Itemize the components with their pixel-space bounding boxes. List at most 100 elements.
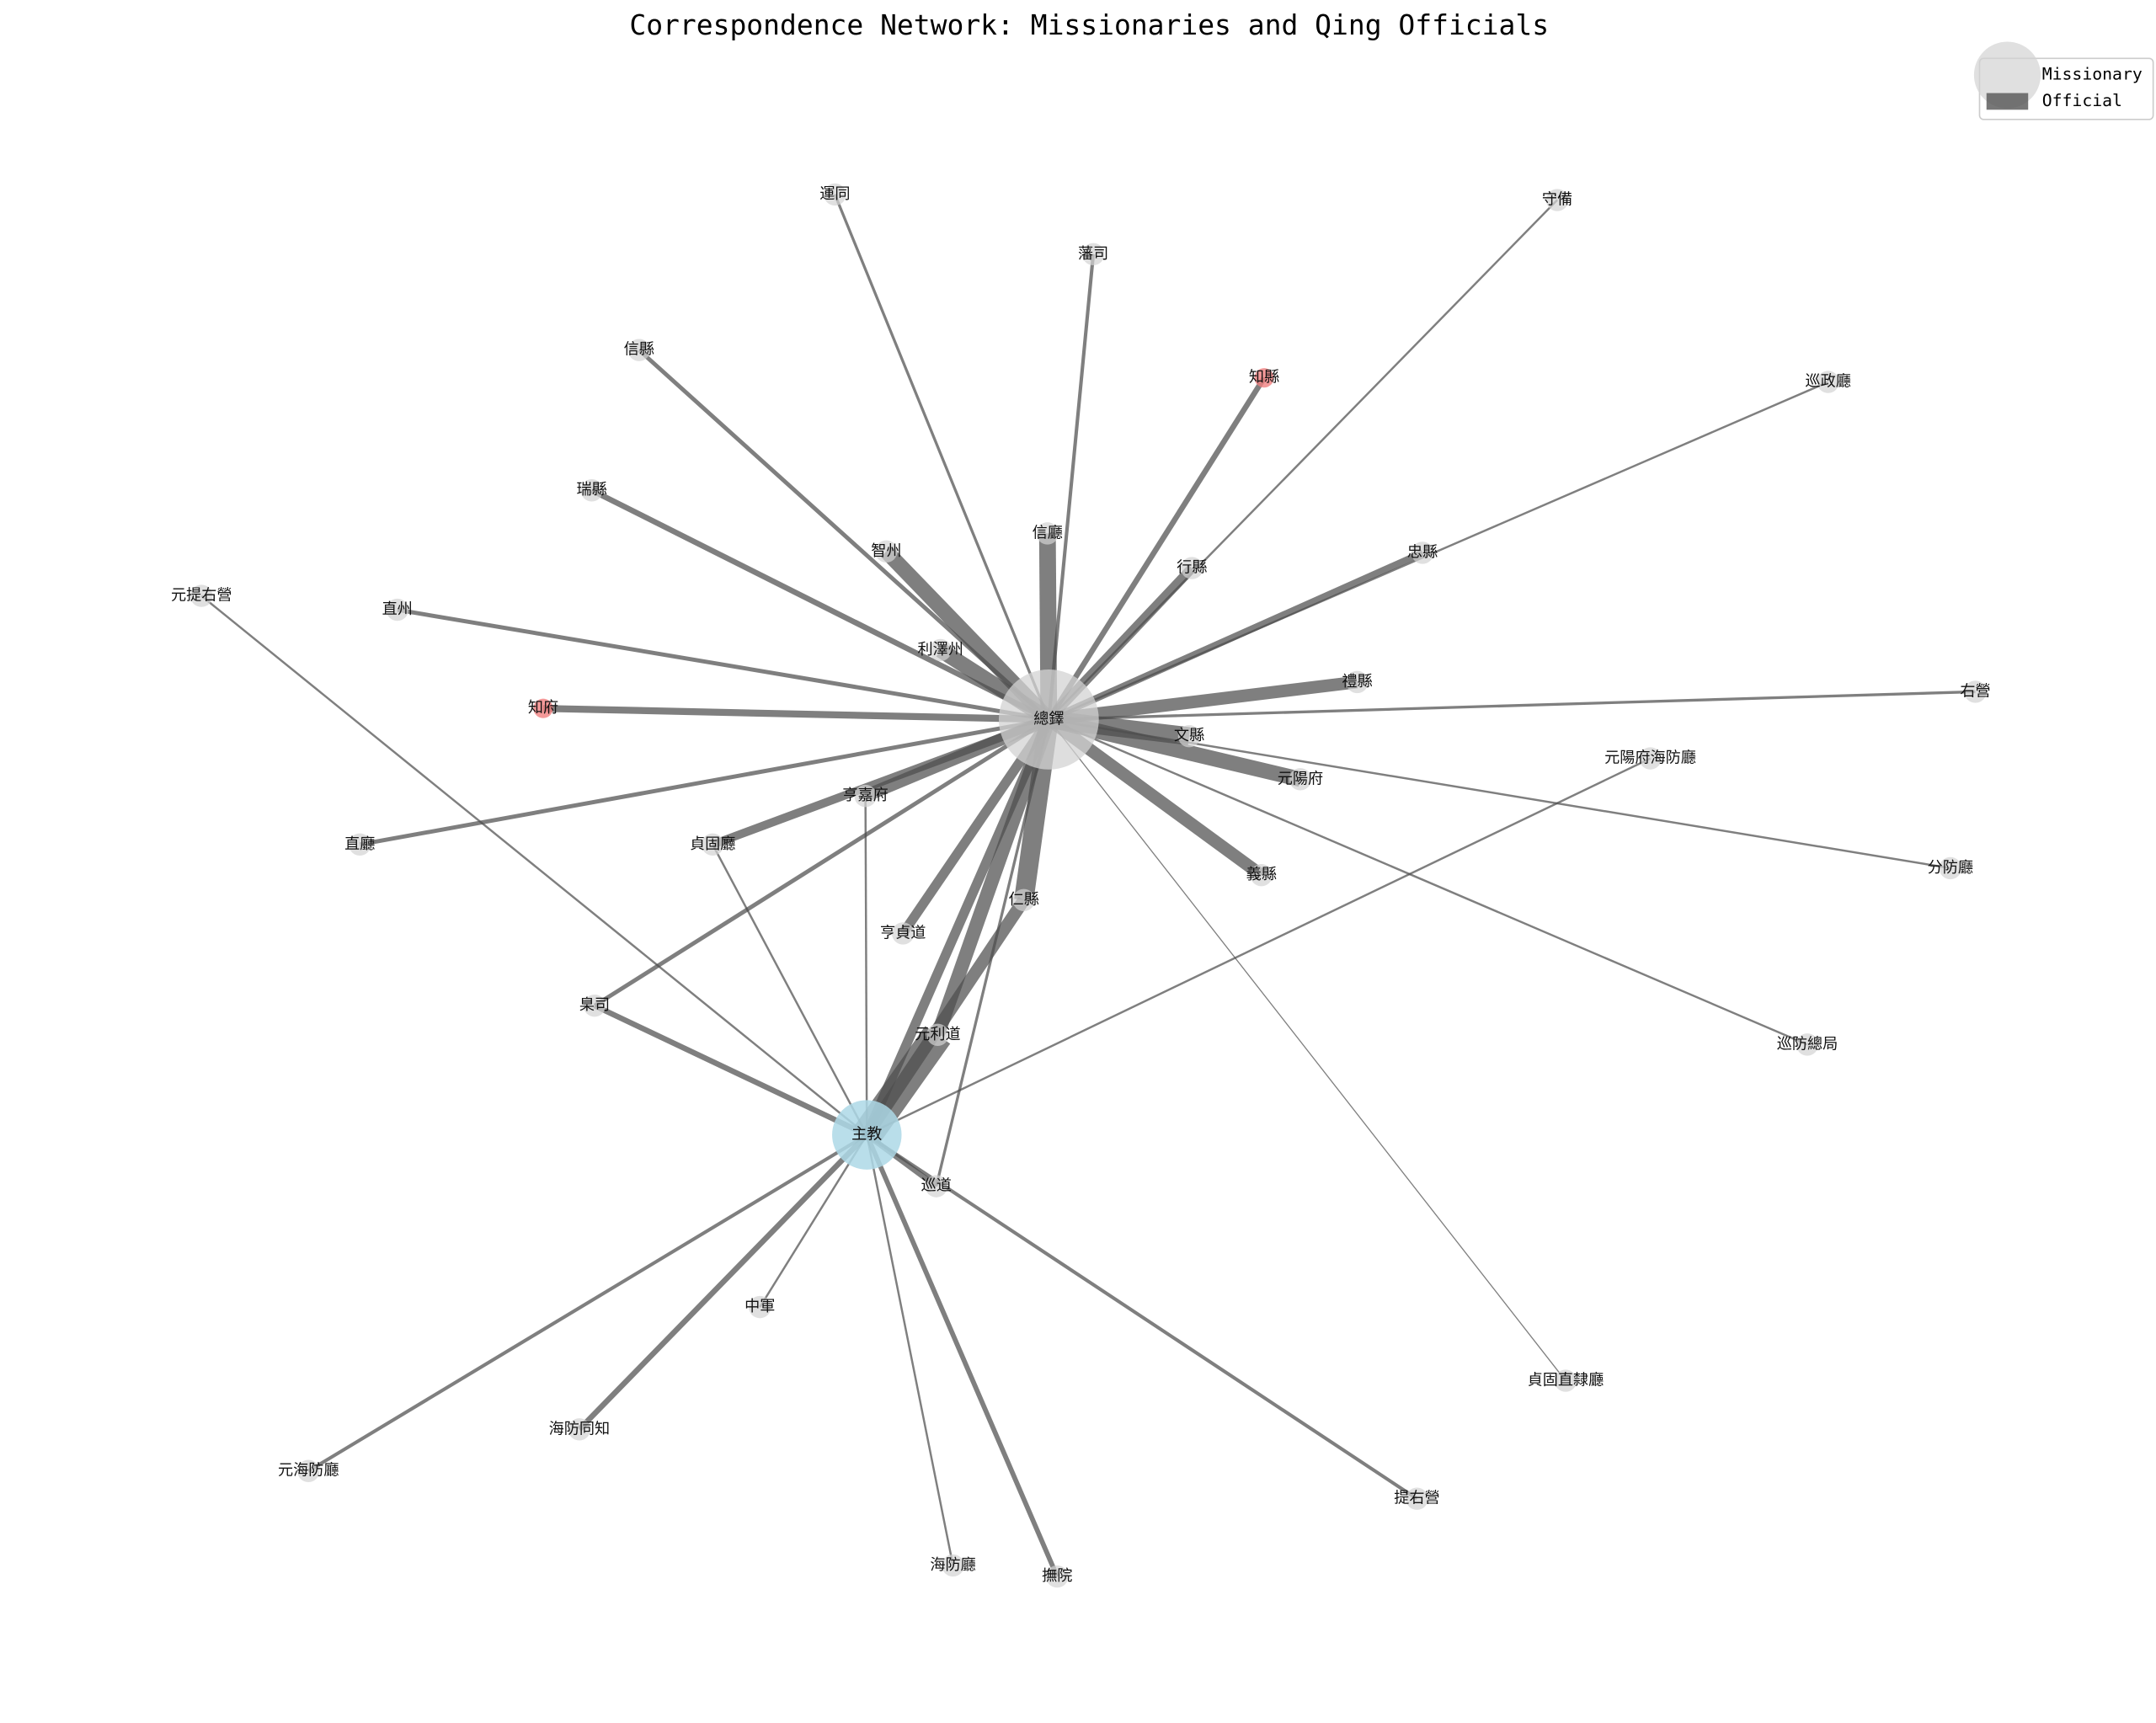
title: Correspondence Network: Missionaries and… [629, 8, 1549, 41]
node-label: 臬司 [579, 996, 610, 1014]
node [349, 833, 371, 856]
node [891, 922, 915, 945]
node-label: 右營 [1960, 682, 1990, 700]
node-label: 藩司 [1078, 245, 1108, 263]
node-label: 撫院 [1042, 1567, 1072, 1585]
node [1081, 243, 1105, 266]
node-label: 智州 [871, 542, 901, 560]
edge [1046, 376, 1267, 722]
edge [590, 488, 1050, 723]
node-label: 信廳 [1033, 524, 1063, 541]
node-label: 巡政廳 [1805, 373, 1850, 391]
node [580, 479, 603, 502]
edge [866, 757, 1652, 1136]
node [926, 1023, 949, 1047]
edge [1048, 718, 1808, 1046]
node-label: 海防同知 [549, 1420, 611, 1438]
node [583, 994, 606, 1017]
edge [1048, 719, 1566, 1381]
edge [866, 1134, 954, 1566]
node [1036, 522, 1059, 545]
edge [593, 1003, 868, 1138]
node-label: 信縣 [624, 341, 654, 359]
node [1250, 863, 1273, 887]
node-label: 貞固廳 [690, 835, 735, 853]
node [190, 584, 213, 607]
node [1289, 768, 1312, 791]
node-label: 禮縣 [1342, 673, 1372, 691]
edge [593, 717, 1050, 1008]
edge [833, 194, 1050, 721]
edge [397, 607, 1049, 722]
node-label: 忠縣 [1407, 543, 1438, 561]
node [1939, 856, 1962, 880]
node-label: 提右營 [1394, 1490, 1439, 1507]
node [1817, 371, 1839, 393]
node-label: 亨貞道 [880, 924, 926, 942]
edge [577, 1133, 869, 1432]
node-label: 元陽府海防廳 [1604, 749, 1696, 767]
edge [866, 1133, 1418, 1501]
node [1964, 680, 1987, 703]
legend-missionary-swatch [1973, 41, 2041, 109]
node [1411, 541, 1434, 564]
node [832, 1100, 902, 1170]
node [1545, 189, 1569, 211]
node-label: 巡防總局 [1777, 1035, 1838, 1053]
node [1346, 670, 1369, 694]
edge [1047, 549, 1424, 723]
node-label: 守備 [1542, 191, 1572, 209]
edges [200, 194, 1976, 1578]
node-label: 中軍 [744, 1298, 775, 1315]
edge [359, 717, 1049, 847]
node-label: 運同 [819, 185, 850, 203]
node-label: 直州 [382, 600, 413, 618]
node-label: 亨嘉府 [842, 787, 888, 804]
node-label: 元提右營 [171, 587, 232, 605]
node [386, 598, 408, 621]
node [998, 669, 1099, 770]
edge [712, 844, 868, 1136]
node [568, 1418, 591, 1441]
node [1046, 1565, 1069, 1588]
node-label: 元利道 [915, 1026, 960, 1043]
node [702, 833, 724, 856]
legend-official: Official [2042, 91, 2122, 110]
node [929, 638, 952, 662]
edge [307, 1133, 868, 1473]
node [824, 183, 846, 206]
node-label: 元陽府 [1278, 770, 1323, 787]
node [749, 1295, 771, 1319]
node-label: 元海防廳 [278, 1462, 339, 1480]
node [925, 1175, 947, 1198]
legend-missionary: Missionary [2042, 65, 2143, 84]
edge [200, 595, 868, 1136]
node-label: 主教 [851, 1126, 882, 1144]
node [1254, 368, 1274, 388]
node [1012, 888, 1035, 912]
edge [862, 896, 1029, 1139]
nodes [190, 183, 1987, 1588]
node-label: 利澤州 [918, 641, 963, 659]
node-label: 知府 [528, 699, 558, 717]
node-label: 仁縣 [1009, 891, 1039, 909]
node-label: 文縣 [1174, 727, 1204, 744]
node [533, 698, 553, 718]
node-label: 義縣 [1246, 866, 1277, 883]
node-label: 貞固直隸廳 [1528, 1372, 1604, 1390]
node [1181, 557, 1203, 579]
edge [864, 1134, 1059, 1578]
node-label: 分防廳 [1928, 859, 1973, 877]
legend: Missionary Official [1973, 41, 2154, 120]
node [875, 540, 898, 563]
edge [542, 705, 1049, 723]
legend-official-swatch [1986, 93, 2029, 110]
node-label: 瑞縣 [577, 481, 607, 499]
node [1639, 747, 1662, 770]
node [627, 339, 650, 361]
node-label: 巡道 [921, 1177, 952, 1195]
node-label: 知縣 [1249, 369, 1279, 387]
node [1177, 725, 1201, 748]
